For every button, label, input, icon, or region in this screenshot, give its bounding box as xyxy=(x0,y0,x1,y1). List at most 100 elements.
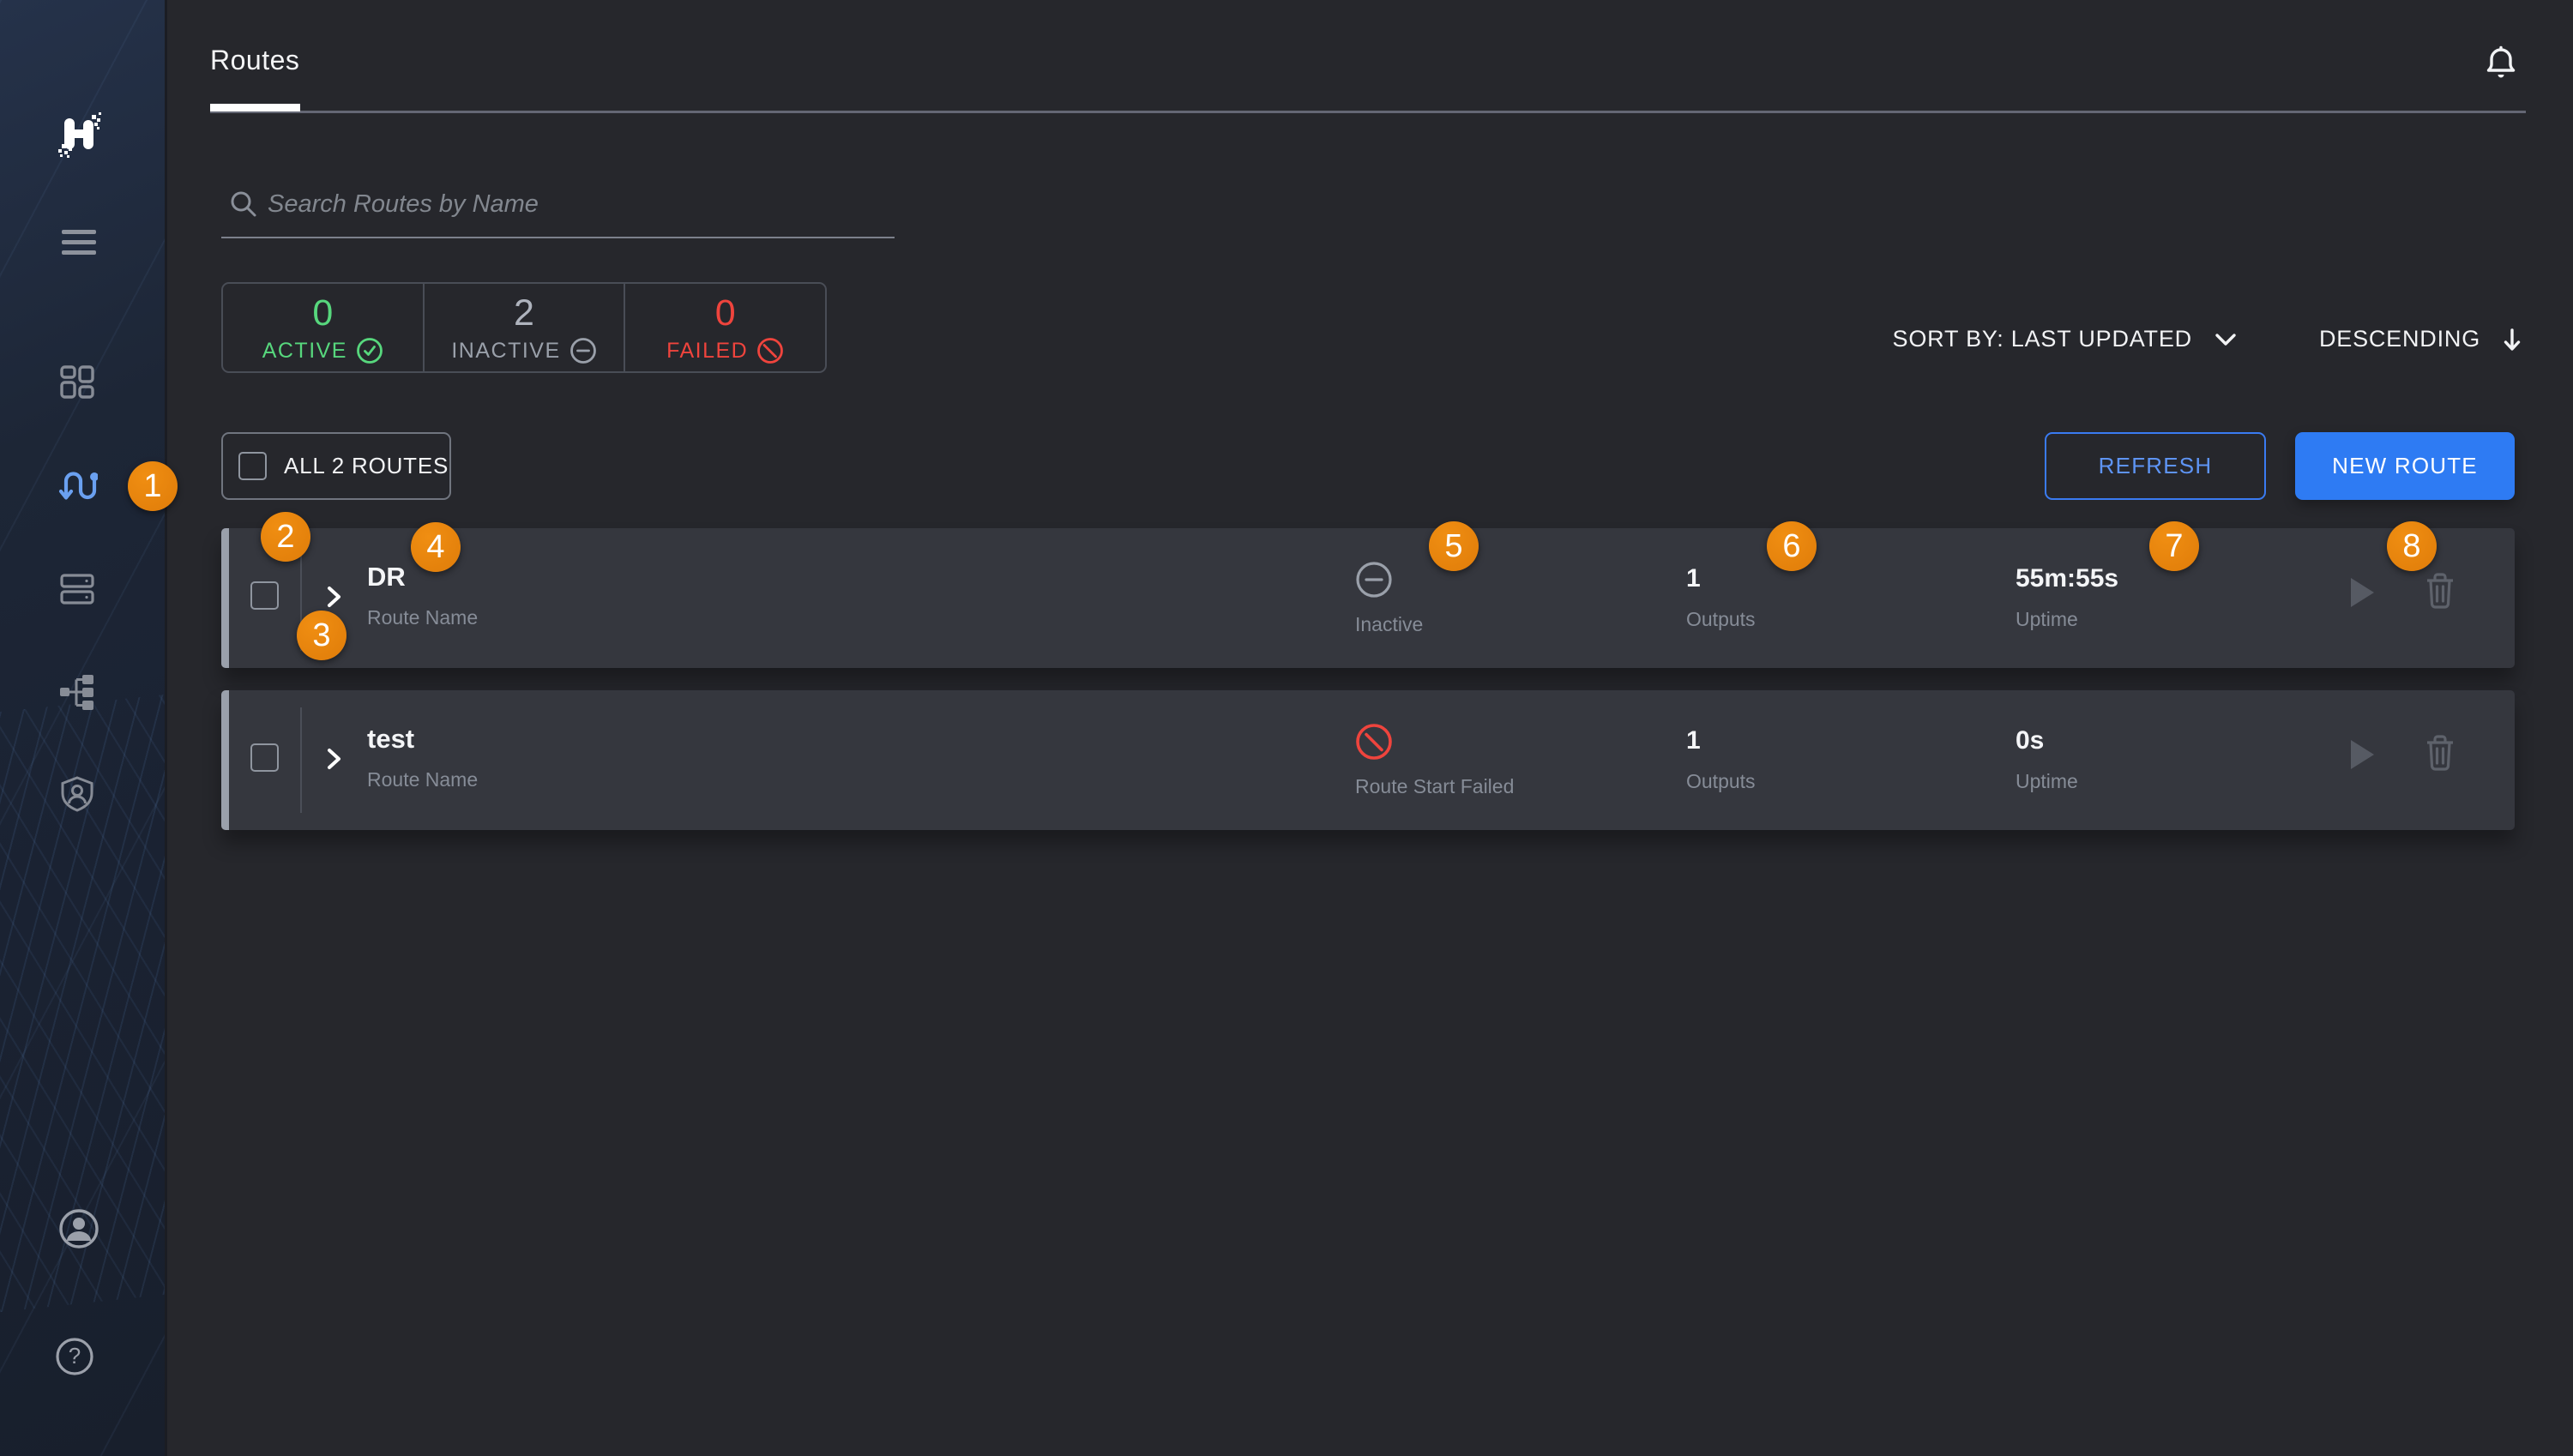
menu-hamburger-icon[interactable] xyxy=(60,227,98,256)
outputs-value: 1 xyxy=(1686,726,1701,755)
route-row-test[interactable]: test Route Name Route Start Failed 1 Out… xyxy=(221,690,2515,830)
route-checkbox[interactable] xyxy=(250,743,279,772)
dashboard-grid-icon xyxy=(60,365,94,399)
expand-chevron-icon[interactable] xyxy=(326,745,343,777)
delete-route-button[interactable] xyxy=(2422,733,2458,777)
failed-count: 0 xyxy=(714,292,736,334)
play-icon xyxy=(2351,740,2374,769)
trash-icon xyxy=(2427,735,2453,771)
trash-icon xyxy=(2427,573,2453,609)
annotation-badge-1: 1 xyxy=(128,461,178,511)
annotation-badge-3: 3 xyxy=(297,611,346,660)
inactive-label: INACTIVE xyxy=(451,338,561,363)
annotation-badge-2: 2 xyxy=(261,512,310,562)
sort-direction-label: DESCENDING xyxy=(2318,326,2480,352)
active-label: ACTIVE xyxy=(262,338,347,363)
annotation-badge-7: 7 xyxy=(2149,521,2199,571)
help-button[interactable]: ? xyxy=(55,1337,94,1376)
user-avatar-button[interactable] xyxy=(58,1208,99,1249)
svg-text:?: ? xyxy=(69,1343,81,1369)
annotation-badge-4: 4 xyxy=(411,522,461,572)
notifications-button[interactable] xyxy=(2482,45,2520,90)
start-route-button[interactable] xyxy=(2348,738,2376,775)
sort-by-dropdown[interactable]: SORT BY: LAST UPDATED xyxy=(1893,326,2237,352)
tab-routes[interactable]: Routes xyxy=(210,45,300,75)
sidebar-item-devices[interactable] xyxy=(58,571,96,607)
sidebar-item-dashboard[interactable] xyxy=(58,364,96,401)
slash-circle-icon xyxy=(757,338,784,364)
start-route-button[interactable] xyxy=(2348,576,2376,613)
route-uptime-cell: 55m:55s Uptime xyxy=(2016,564,2118,631)
route-status-cell: Route Start Failed xyxy=(1355,723,1514,798)
annotation-badge-5: 5 xyxy=(1429,521,1479,571)
row-divider xyxy=(300,545,302,651)
route-name-label: Route Name xyxy=(367,768,479,791)
servers-stack-icon xyxy=(60,574,94,605)
refresh-button[interactable]: REFRESH xyxy=(2045,432,2266,500)
route-name: DR xyxy=(367,562,406,592)
app-logo[interactable] xyxy=(57,110,103,158)
route-name-label: Route Name xyxy=(367,606,479,629)
route-status-cell: Inactive xyxy=(1355,561,1423,636)
minus-circle-icon xyxy=(1356,562,1392,598)
search-icon xyxy=(231,191,256,217)
search-underline xyxy=(221,237,895,238)
outputs-label: Outputs xyxy=(1686,608,1756,630)
minus-circle-icon xyxy=(569,338,596,364)
sort-by-label: SORT BY: LAST UPDATED xyxy=(1892,326,2192,352)
search-input[interactable] xyxy=(268,178,885,230)
route-name: test xyxy=(367,724,415,754)
active-tab-indicator xyxy=(210,104,300,111)
outputs-label: Outputs xyxy=(1686,770,1756,792)
route-status-summary: 0 ACTIVE 2 INACTIVE 0 FAILED xyxy=(221,282,827,373)
shield-user-icon xyxy=(61,776,93,812)
route-uptime-cell: 0s Uptime xyxy=(2016,726,2078,793)
route-name-cell: DR Route Name xyxy=(367,563,478,629)
chevron-down-icon xyxy=(2215,333,2236,346)
route-outputs-cell: 1 Outputs xyxy=(1686,564,1756,631)
sort-direction-toggle[interactable]: DESCENDING xyxy=(2319,326,2522,352)
route-row-dr[interactable]: DR Route Name Inactive 1 Outputs 55m:55s… xyxy=(221,528,2515,668)
bell-icon xyxy=(2486,45,2516,78)
arrow-down-icon xyxy=(2504,328,2521,351)
sort-bar: SORT BY: LAST UPDATED DESCENDING xyxy=(1893,326,2522,352)
expand-chevron-icon[interactable] xyxy=(326,583,343,615)
check-circle-icon xyxy=(357,338,383,364)
sidebar-item-security[interactable] xyxy=(59,775,95,815)
row-accent-bar xyxy=(221,528,229,668)
uptime-value: 55m:55s xyxy=(2016,564,2119,593)
outputs-value: 1 xyxy=(1686,564,1701,593)
delete-route-button[interactable] xyxy=(2422,571,2458,615)
play-icon xyxy=(2351,578,2374,607)
status-cell-inactive: 2 INACTIVE xyxy=(422,284,624,371)
active-count: 0 xyxy=(312,292,334,334)
topology-tree-icon xyxy=(60,675,93,710)
sidebar: ? xyxy=(0,0,167,1456)
annotation-badge-6: 6 xyxy=(1767,521,1817,571)
select-all-checkbox[interactable] xyxy=(238,452,267,480)
routes-path-icon xyxy=(58,472,98,500)
user-avatar-icon xyxy=(59,1209,99,1248)
row-accent-bar xyxy=(221,690,229,830)
route-name-cell: test Route Name xyxy=(367,725,478,791)
sidebar-item-routes[interactable] xyxy=(57,466,98,507)
inactive-count: 2 xyxy=(514,292,534,334)
search-routes xyxy=(221,177,895,238)
uptime-label: Uptime xyxy=(2016,608,2078,630)
route-status-label: Route Start Failed xyxy=(1355,775,1515,797)
row-divider xyxy=(300,707,302,813)
new-route-button[interactable]: NEW ROUTE xyxy=(2295,432,2515,500)
header-divider xyxy=(210,111,2526,113)
route-status-label: Inactive xyxy=(1355,613,1424,635)
route-checkbox[interactable] xyxy=(250,581,279,610)
failed-label: FAILED xyxy=(666,338,749,363)
annotation-badge-8: 8 xyxy=(2387,521,2437,571)
sidebar-item-topology[interactable] xyxy=(58,673,96,711)
help-circle-icon: ? xyxy=(56,1338,93,1375)
select-all-routes-button[interactable]: ALL 2 ROUTES xyxy=(221,432,451,500)
status-cell-active: 0 ACTIVE xyxy=(223,284,423,371)
slash-circle-icon xyxy=(1356,724,1392,760)
uptime-value: 0s xyxy=(2016,726,2045,755)
select-all-label: ALL 2 ROUTES xyxy=(284,453,449,478)
